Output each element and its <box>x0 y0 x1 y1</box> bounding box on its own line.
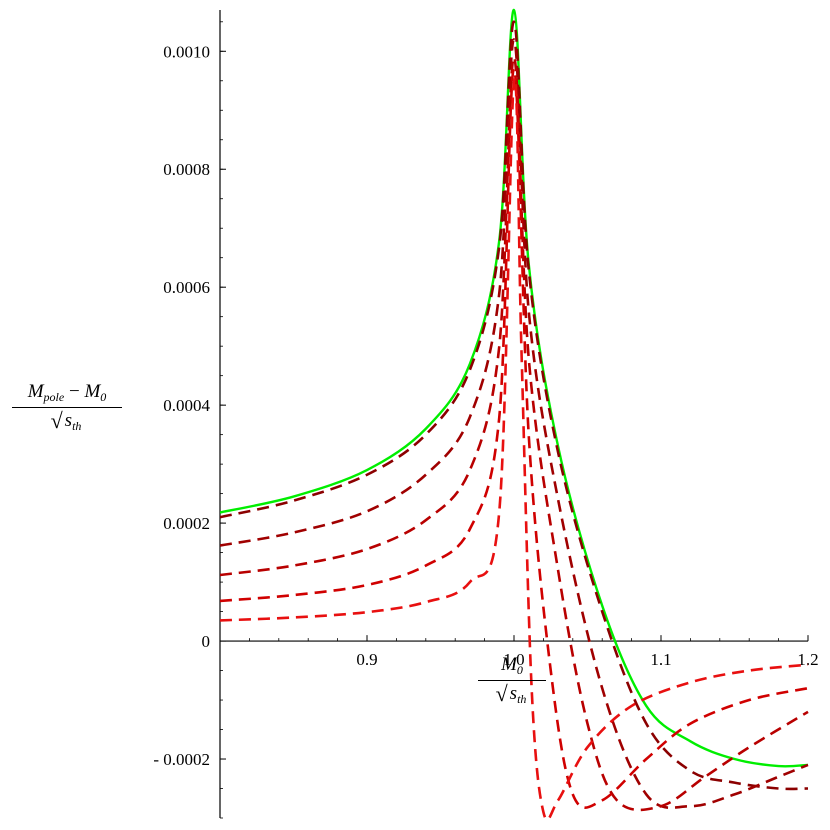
x-axis-label: M0 √ sth <box>478 655 546 705</box>
y-axis-label: Mpole − M0 √ sth <box>12 382 122 432</box>
y-tick-label: 0.0010 <box>163 42 210 61</box>
series-lines <box>220 8 809 821</box>
x-axis-label-numerator: M0 <box>501 654 523 677</box>
y-axis: - 0.0002 0 0.0002 0.0004 0.0006 0.0008 0.0010 <box>153 10 226 819</box>
y-tick-label: 0 <box>202 632 211 651</box>
y-axis-label-numerator: Mpole − M0 <box>27 381 107 404</box>
y-tick-label: 0.0006 <box>163 278 210 297</box>
series-line-dashed <box>220 67 809 809</box>
y-tick-label: - 0.0002 <box>153 750 210 769</box>
x-tick-label: 0.9 <box>356 650 377 669</box>
series-line-dashed <box>220 20 809 791</box>
x-tick-label: 1.0 <box>503 650 524 669</box>
y-tick-label: 0.0002 <box>163 514 210 533</box>
y-tick-label: 0.0004 <box>163 396 210 415</box>
y-tick-label: 0.0008 <box>163 160 210 179</box>
x-tick-label: 1.2 <box>797 650 818 669</box>
x-tick-label: 1.1 <box>650 650 671 669</box>
x-axis: 0.9 1.0 1.1 1.2 <box>220 635 819 669</box>
series-line-dashed <box>220 76 809 821</box>
x-axis-label-denominator: √ sth <box>495 680 529 706</box>
y-axis-label-denominator: √ sth <box>50 407 84 433</box>
